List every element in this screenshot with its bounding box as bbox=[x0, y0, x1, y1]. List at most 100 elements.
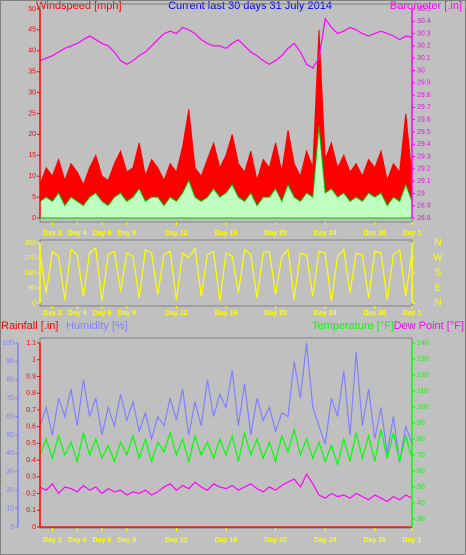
y-tick-label: 20 bbox=[28, 131, 36, 138]
line bbox=[39, 342, 413, 463]
x-tick-label: Day 8 bbox=[117, 230, 136, 237]
line bbox=[39, 17, 413, 69]
area bbox=[39, 125, 413, 219]
wind-label: Windspeed [mph] bbox=[36, 0, 122, 12]
y-tick-label: 90 bbox=[6, 358, 14, 365]
y-tick-label: 40 bbox=[6, 450, 14, 457]
y-tick-label: 15 bbox=[28, 152, 36, 159]
y-tick-label: 40 bbox=[417, 500, 425, 507]
compass-label: E bbox=[435, 283, 442, 294]
compass-label: N bbox=[434, 298, 441, 309]
x-tick-label: Day 4 bbox=[68, 310, 87, 317]
y-tick-label: 180 bbox=[24, 270, 36, 277]
y-tick-label: 30 bbox=[417, 516, 425, 523]
y-tick-label: 29.5 bbox=[417, 129, 431, 136]
y-tick-label: 30.2 bbox=[417, 43, 431, 50]
y-tick-label: 100 bbox=[2, 340, 14, 347]
compass-label: N bbox=[434, 238, 441, 249]
x-tick-label: Day 16 bbox=[215, 230, 238, 237]
compass-label: S bbox=[435, 268, 442, 279]
y-tick-label: 80 bbox=[417, 436, 425, 443]
x-tick-label: Day 16 bbox=[215, 310, 238, 317]
y-tick-label: 60 bbox=[6, 413, 14, 420]
x-tick-label: Day 8 bbox=[117, 310, 136, 317]
line bbox=[39, 427, 413, 467]
x-tick-label: Day 6 bbox=[93, 310, 112, 317]
x-tick-label: Day 12 bbox=[165, 310, 188, 317]
y-tick-label: 0.2 bbox=[26, 490, 36, 497]
x-tick-label: Day 24 bbox=[314, 230, 337, 237]
x-tick-label: Day 20 bbox=[264, 310, 287, 317]
rain-label: Rainfall [.in] bbox=[1, 320, 58, 332]
y-tick-label: 130 bbox=[417, 356, 429, 363]
y-tick-label: 30 bbox=[28, 89, 36, 96]
y-tick-label: 35 bbox=[28, 69, 36, 76]
y-tick-label: 70 bbox=[6, 395, 14, 402]
barometer-label: Barometer [.in] bbox=[390, 0, 462, 12]
x-tick-label: Day 1 bbox=[403, 537, 422, 544]
y-tick-label: 360 bbox=[24, 240, 36, 247]
y-tick-label: 0.9 bbox=[26, 373, 36, 380]
y-tick-label: 0 bbox=[32, 215, 36, 222]
y-tick-label: 30.3 bbox=[417, 30, 431, 37]
x-tick-label: Day 1 bbox=[403, 230, 422, 237]
x-tick-label: Day 8 bbox=[117, 537, 136, 544]
x-tick-label: Day 12 bbox=[165, 537, 188, 544]
y-tick-label: 70 bbox=[417, 452, 425, 459]
y-tick-label: 20 bbox=[6, 487, 14, 494]
x-tick-label: Day 12 bbox=[165, 230, 188, 237]
y-tick-label: 0 bbox=[10, 524, 14, 531]
x-tick-label: Day 20 bbox=[264, 230, 287, 237]
y-tick-label: 0.5 bbox=[26, 440, 36, 447]
y-tick-label: 110 bbox=[417, 388, 428, 395]
y-tick-label: 10 bbox=[6, 505, 14, 512]
y-tick-label: 30.4 bbox=[417, 18, 431, 25]
line bbox=[39, 472, 413, 503]
y-tick-label: 90 bbox=[417, 420, 425, 427]
y-tick-label: 50 bbox=[28, 6, 36, 13]
y-tick-label: 0.3 bbox=[26, 474, 36, 481]
y-tick-label: 28.8 bbox=[417, 215, 431, 222]
x-tick-label: Day 2 bbox=[43, 310, 62, 317]
y-tick-label: 1 bbox=[32, 357, 36, 364]
y-tick-label: 100 bbox=[417, 404, 429, 411]
y-tick-label: 30.5 bbox=[417, 6, 431, 13]
x-tick-label: Day 28 bbox=[364, 230, 387, 237]
y-tick-label: 29.8 bbox=[417, 92, 431, 99]
y-tick-label: 29.1 bbox=[417, 178, 431, 185]
y-tick-label: 80 bbox=[6, 377, 14, 384]
y-tick-label: 10 bbox=[28, 173, 36, 180]
y-tick-label: 29.4 bbox=[417, 141, 431, 148]
y-tick-label: 29.9 bbox=[417, 80, 431, 87]
y-tick-label: 50 bbox=[417, 484, 425, 491]
x-tick-label: Day 4 bbox=[68, 537, 87, 544]
y-tick-label: 40 bbox=[28, 48, 36, 55]
y-tick-label: 0.1 bbox=[26, 507, 36, 514]
x-tick-label: Day 28 bbox=[364, 310, 387, 317]
x-tick-label: Day 2 bbox=[43, 537, 62, 544]
y-tick-label: 0 bbox=[32, 300, 36, 307]
y-tick-label: 29 bbox=[417, 190, 425, 197]
x-tick-label: Day 28 bbox=[364, 537, 387, 544]
y-tick-label: 120 bbox=[417, 372, 429, 379]
y-tick-label: 0.4 bbox=[26, 457, 36, 464]
y-tick-label: 90 bbox=[28, 285, 36, 292]
x-tick-label: Day 24 bbox=[314, 310, 337, 317]
y-tick-label: 30 bbox=[417, 67, 425, 74]
y-tick-label: 29.3 bbox=[417, 153, 431, 160]
y-tick-label: 0.6 bbox=[26, 423, 36, 430]
y-tick-label: 29.6 bbox=[417, 116, 431, 123]
y-tick-label: 0.7 bbox=[26, 407, 36, 414]
line bbox=[39, 246, 413, 302]
y-tick-label: 50 bbox=[6, 432, 14, 439]
y-tick-label: 270 bbox=[24, 255, 36, 262]
x-tick-label: Day 6 bbox=[93, 537, 112, 544]
y-tick-label: 1.1 bbox=[26, 340, 36, 347]
y-tick-label: 29.2 bbox=[417, 166, 431, 173]
y-tick-label: 25 bbox=[28, 110, 36, 117]
y-tick-label: 29.7 bbox=[417, 104, 431, 111]
temperature-label: Temperature [°F] bbox=[312, 320, 394, 332]
y-tick-label: 30.1 bbox=[417, 55, 431, 62]
